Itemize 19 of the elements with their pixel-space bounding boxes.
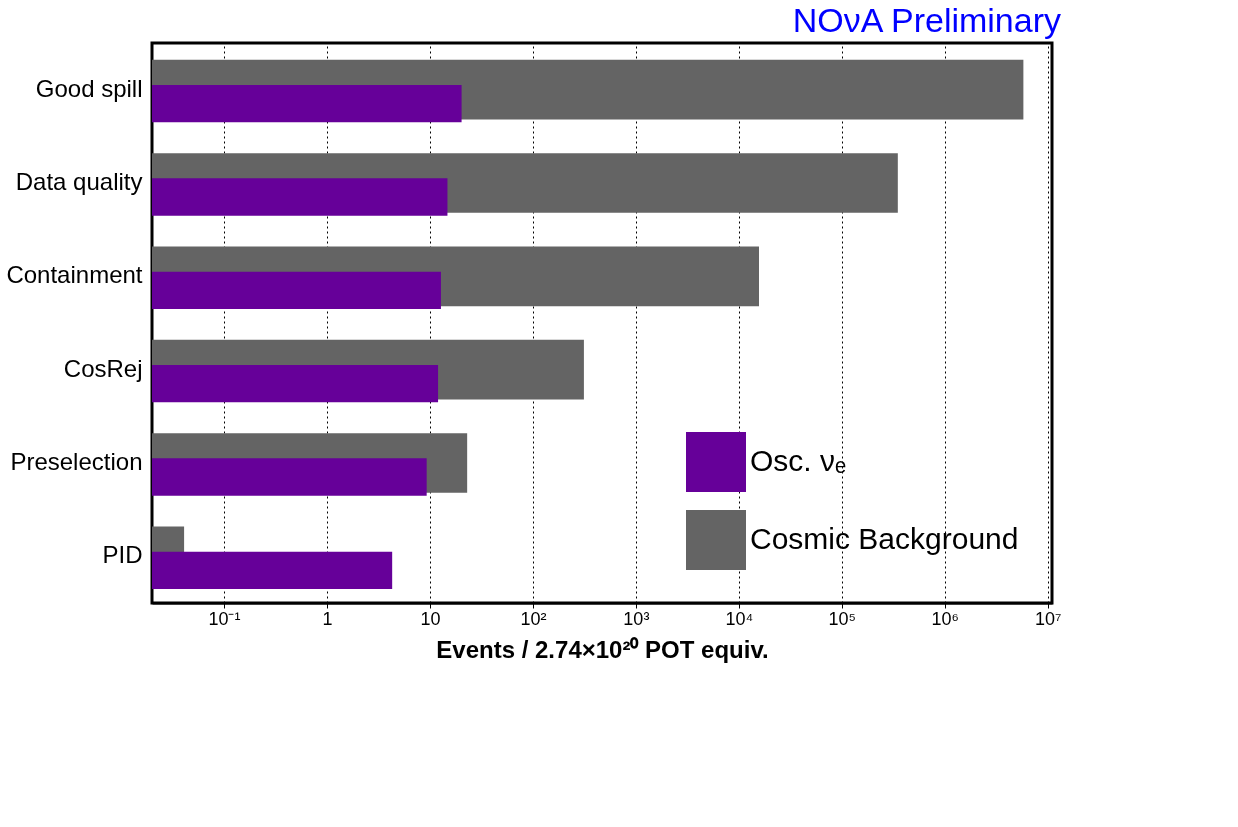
x-tick-label: 10⁴ (725, 608, 754, 629)
x-tick-label: 10⁶ (931, 608, 959, 629)
legend-label: Cosmic Background (750, 522, 1019, 555)
y-tick-label: Containment (6, 261, 143, 289)
x-tick-label: 10⁵ (828, 608, 857, 629)
y-tick-label: Data quality (15, 168, 143, 195)
x-tick-label: 10² (520, 608, 547, 629)
y-tick-label: PID (102, 541, 143, 569)
y-tick-label: Preselection (10, 448, 143, 475)
chart-title: NOνA Preliminary (792, 1, 1061, 39)
legend-label: Osc. νₑ (750, 444, 847, 477)
x-axis-title: Events / 2.74×10²⁰ POT equiv. (436, 635, 769, 663)
x-tick-label: 10³ (623, 608, 650, 629)
x-tick-label: 1 (322, 608, 333, 629)
y-tick-label: CosRej (63, 354, 143, 382)
x-tick-label: 10 (420, 608, 441, 629)
x-tick-label: 10⁻¹ (208, 608, 241, 629)
y-tick-label: Good spill (35, 74, 143, 102)
x-tick-label: 10⁷ (1034, 608, 1062, 629)
